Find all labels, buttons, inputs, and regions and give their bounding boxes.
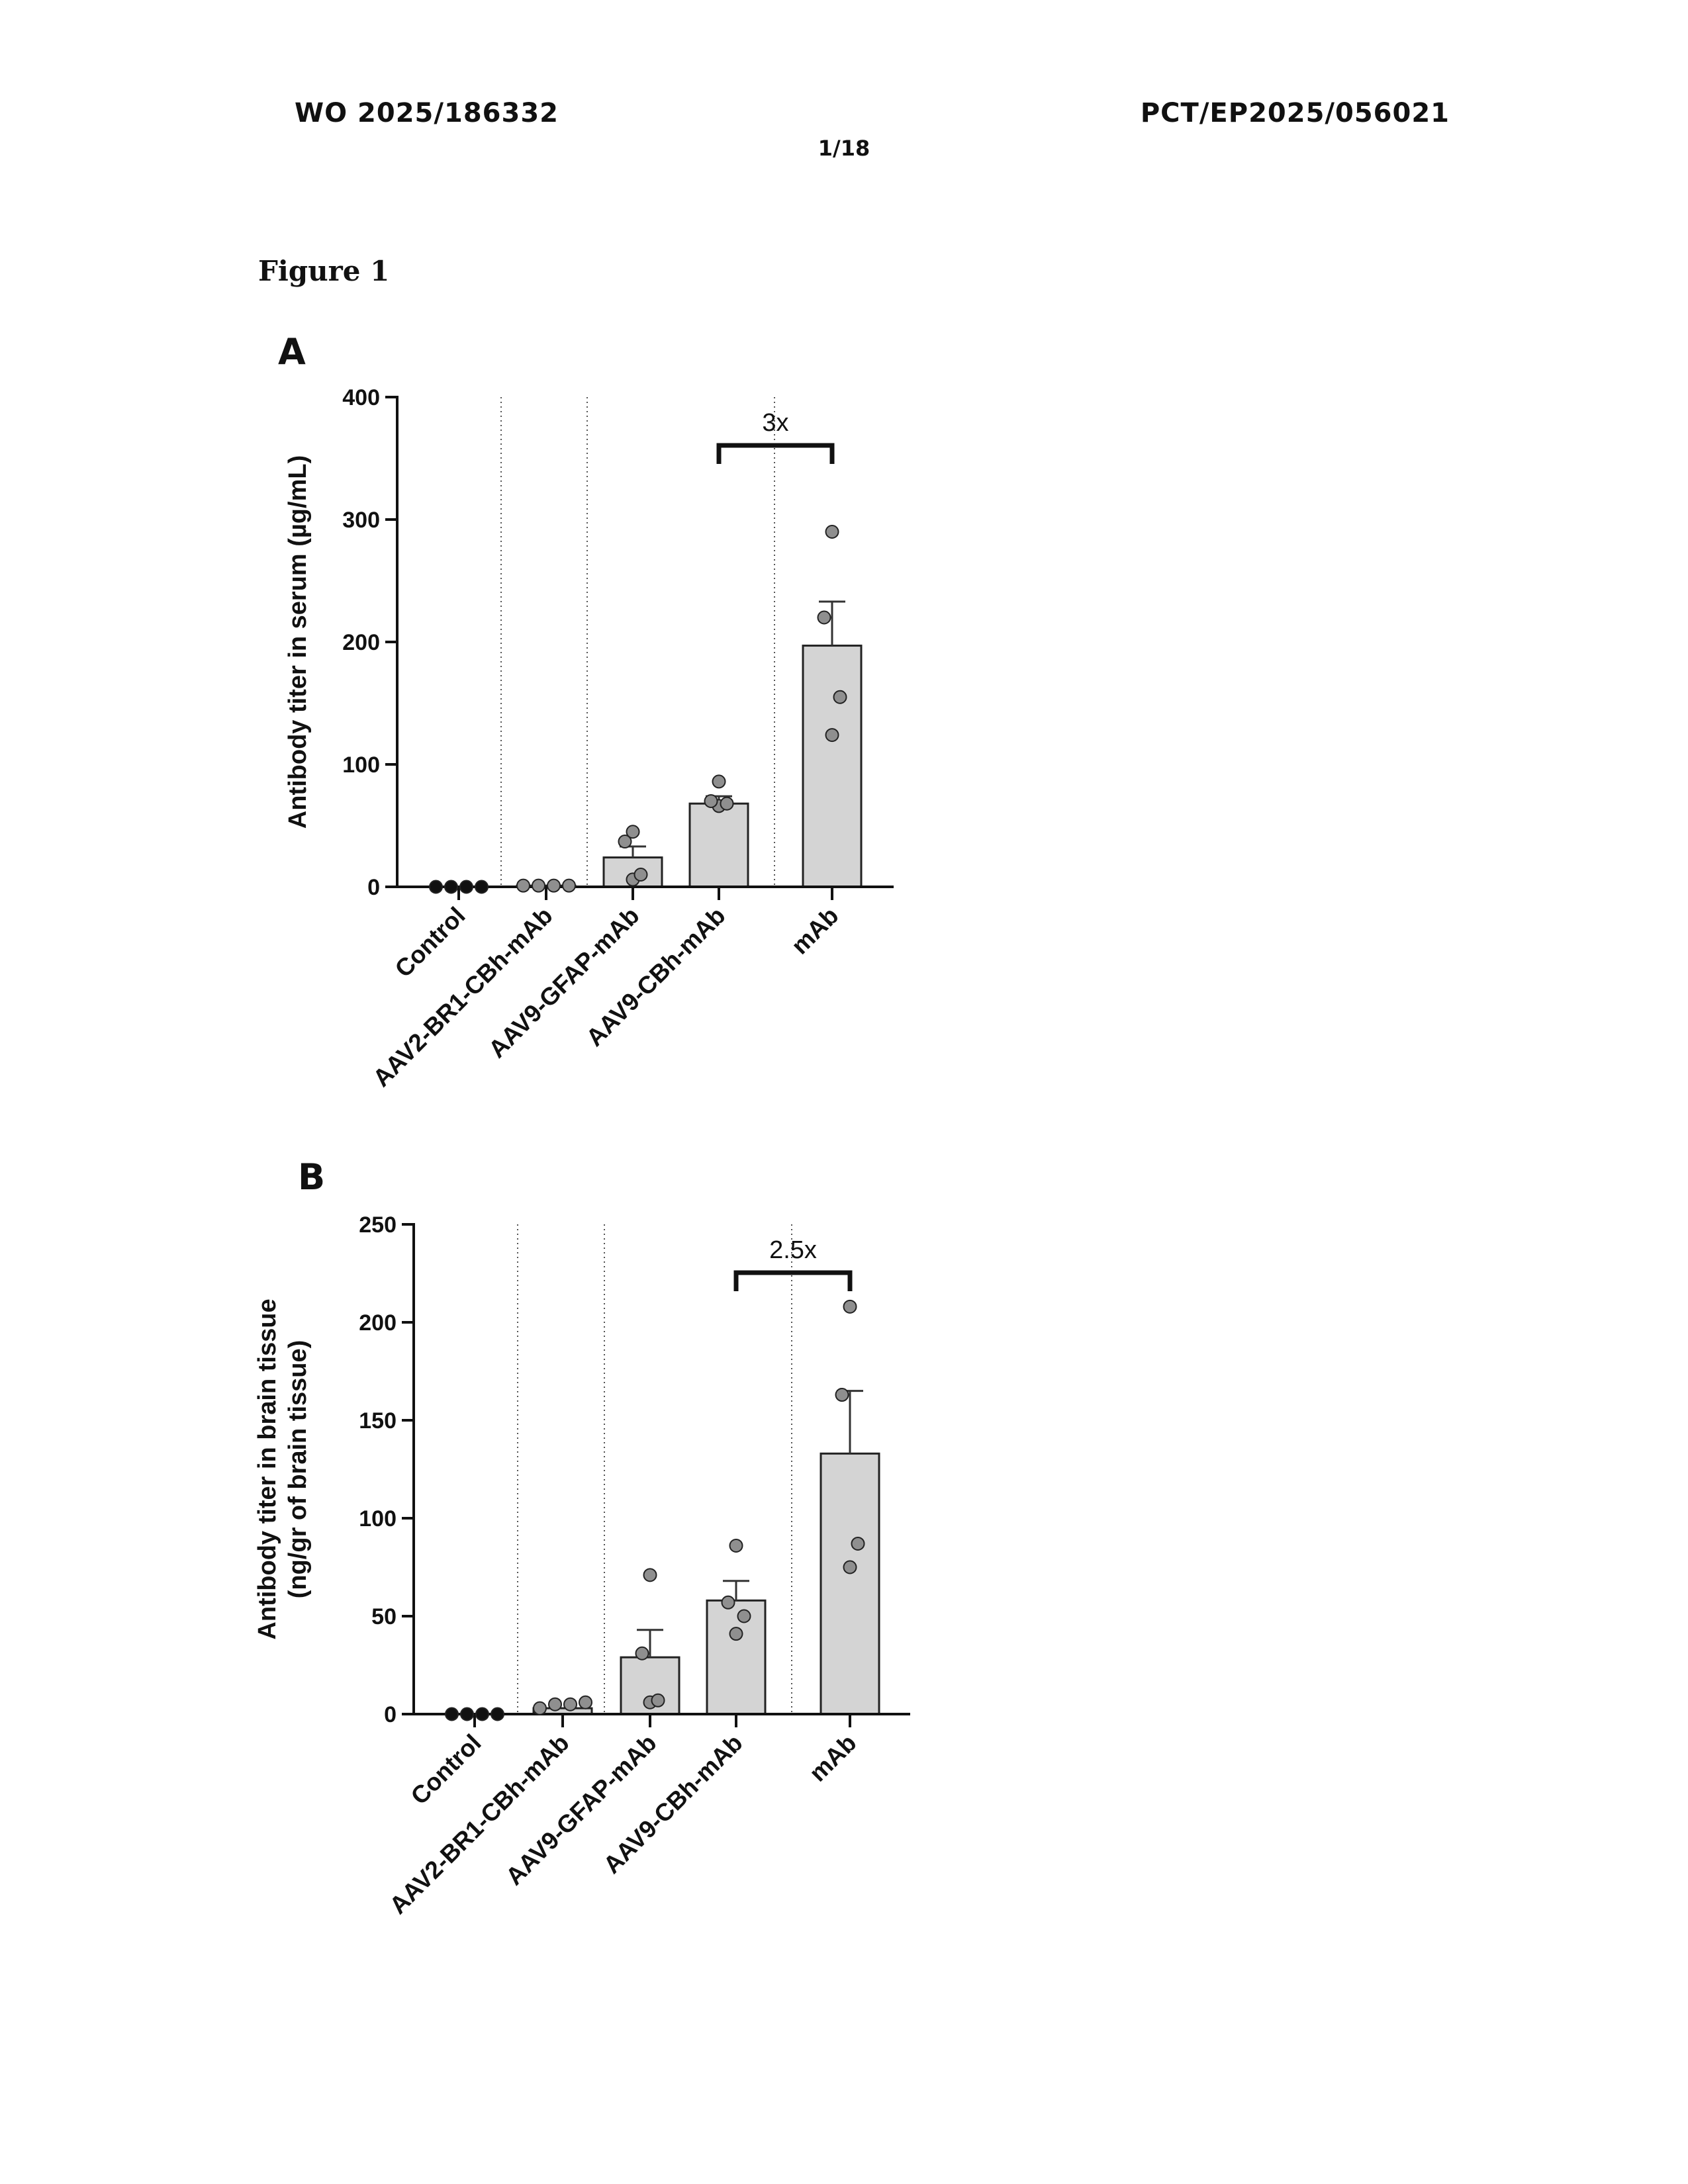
y-tick-label: 100 (342, 752, 380, 778)
chart-panel-a: A 0 100 200 300 400 Antibody titer in serum (µ… (0, 318, 960, 1145)
data-point (852, 1537, 865, 1550)
data-point (644, 1569, 657, 1581)
data-point (445, 881, 457, 893)
y-tick-label: 200 (342, 630, 380, 655)
y-axis-label: Antibody titer in serum (µg/mL) (284, 455, 312, 829)
comparison-bracket (719, 445, 832, 464)
y-tick-label: 200 (359, 1310, 397, 1336)
data-point (713, 775, 726, 788)
data-point (547, 880, 560, 892)
data-point (532, 880, 545, 892)
data-point (826, 729, 839, 741)
category-label: mAb (786, 902, 844, 960)
data-point (834, 691, 847, 704)
data-point (517, 880, 530, 892)
data-point (722, 1596, 735, 1609)
category-label: AAV9-GFAP-mAb (483, 902, 645, 1064)
bar (821, 1453, 879, 1714)
y-tick-label: 250 (359, 1212, 397, 1238)
category-label: AAV9-GFAP-mAb (500, 1729, 662, 1891)
category-label: mAb (804, 1729, 862, 1787)
y-axis-label-line: Antibody titer in serum (µg/mL) (284, 455, 312, 829)
y-axis-label-line: (ng/gr of brain tissue) (284, 1340, 312, 1599)
y-axis-label: Antibody titer in brain tissue(ng/gr of … (254, 1298, 312, 1639)
data-point (461, 1708, 473, 1721)
y-tick-label: 400 (342, 385, 380, 410)
data-point (705, 795, 718, 807)
publication-number: WO 2025/186332 (295, 98, 559, 128)
data-point (549, 1698, 561, 1711)
data-point (563, 880, 575, 892)
y-tick-label: 100 (359, 1506, 397, 1531)
y-tick-label: 300 (342, 508, 380, 533)
fold-change-label: 3x (762, 409, 788, 437)
data-point (636, 1647, 649, 1660)
category-label: Control (406, 1729, 487, 1810)
data-point (844, 1300, 857, 1313)
data-point (738, 1610, 751, 1623)
data-point (534, 1702, 546, 1715)
page-number: 1/18 (0, 136, 1688, 161)
data-point (430, 881, 442, 893)
data-point (826, 525, 839, 538)
data-point (836, 1388, 849, 1401)
panel-letter: A (278, 331, 306, 373)
data-point (730, 1539, 743, 1552)
data-point (476, 1708, 489, 1721)
data-point (564, 1698, 577, 1711)
y-tick-label: 150 (359, 1408, 397, 1433)
data-point (652, 1694, 665, 1707)
category-label: AAV2-BR1-CBh-mAb (367, 902, 557, 1092)
comparison-bracket (736, 1273, 850, 1291)
panel-letter: B (298, 1156, 325, 1198)
figure-title: Figure 1 (258, 255, 389, 287)
chart-panel-b: B 0 50 100 150 200 250 Antibody titer in brain … (0, 1148, 960, 2009)
bar (690, 803, 748, 887)
y-tick-label: 0 (384, 1702, 397, 1727)
bar (707, 1600, 765, 1714)
data-point (844, 1561, 857, 1574)
fold-change-label: 2.5x (769, 1236, 817, 1264)
category-label: AAV2-BR1-CBh-mAb (384, 1729, 574, 1919)
data-point (579, 1696, 592, 1709)
data-point (635, 868, 647, 881)
data-point (445, 1708, 458, 1721)
y-tick-label: 50 (371, 1604, 397, 1629)
data-point (627, 825, 639, 838)
data-point (491, 1708, 504, 1721)
application-number: PCT/EP2025/056021 (1141, 98, 1450, 128)
y-tick-label: 0 (367, 875, 380, 900)
category-label: Control (390, 902, 471, 983)
bar (803, 646, 861, 887)
data-point (475, 881, 488, 893)
data-point (818, 612, 831, 624)
y-axis-label-line: Antibody titer in brain tissue (254, 1298, 281, 1639)
data-point (730, 1627, 743, 1640)
data-point (460, 881, 473, 893)
data-point (721, 797, 733, 810)
